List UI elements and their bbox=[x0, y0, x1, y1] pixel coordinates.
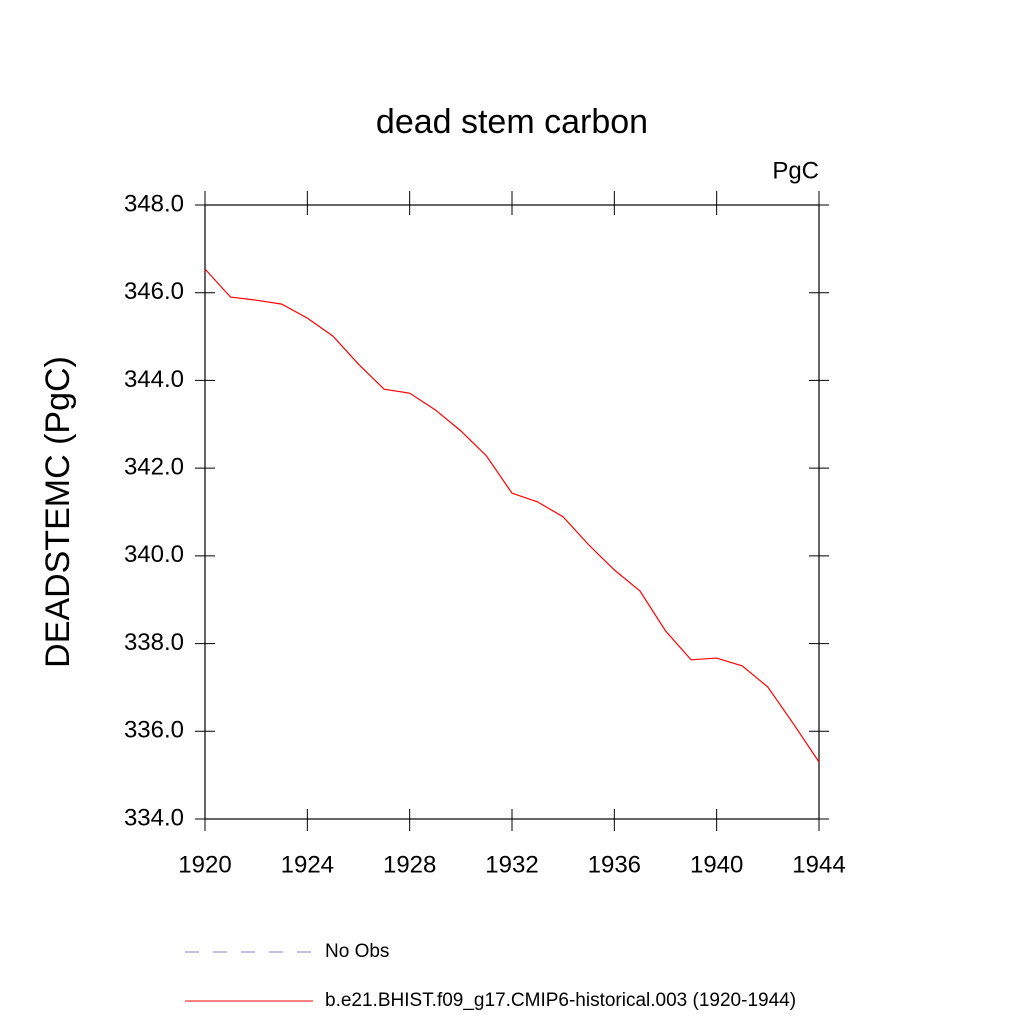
y-tick-label: 344.0 bbox=[124, 366, 184, 393]
chart-title: dead stem carbon bbox=[376, 103, 648, 141]
y-tick-label: 348.0 bbox=[124, 190, 184, 217]
x-tick-label: 1940 bbox=[690, 851, 743, 878]
units-label: PgC bbox=[772, 157, 819, 184]
legend-label: No Obs bbox=[325, 941, 389, 962]
x-tick-label: 1936 bbox=[588, 851, 641, 878]
x-tick-label: 1932 bbox=[485, 851, 538, 878]
y-tick-label: 340.0 bbox=[124, 541, 184, 568]
y-tick-label: 342.0 bbox=[124, 453, 184, 480]
x-tick-label: 1924 bbox=[281, 851, 334, 878]
data-line bbox=[204, 268, 820, 763]
y-axis-label: DEADSTEMC (PgC) bbox=[39, 356, 77, 668]
y-tick-label: 338.0 bbox=[124, 629, 184, 656]
y-tick-label: 346.0 bbox=[124, 278, 184, 305]
y-tick-label: 334.0 bbox=[124, 804, 184, 831]
legend-label: b.e21.BHIST.f09_g17.CMIP6-historical.003… bbox=[325, 990, 796, 1011]
y-tick-label: 336.0 bbox=[124, 717, 184, 744]
x-tick-label: 1920 bbox=[178, 851, 231, 878]
x-tick-label: 1944 bbox=[792, 851, 845, 878]
x-tick-label: 1928 bbox=[383, 851, 436, 878]
plot-frame bbox=[204, 204, 820, 820]
